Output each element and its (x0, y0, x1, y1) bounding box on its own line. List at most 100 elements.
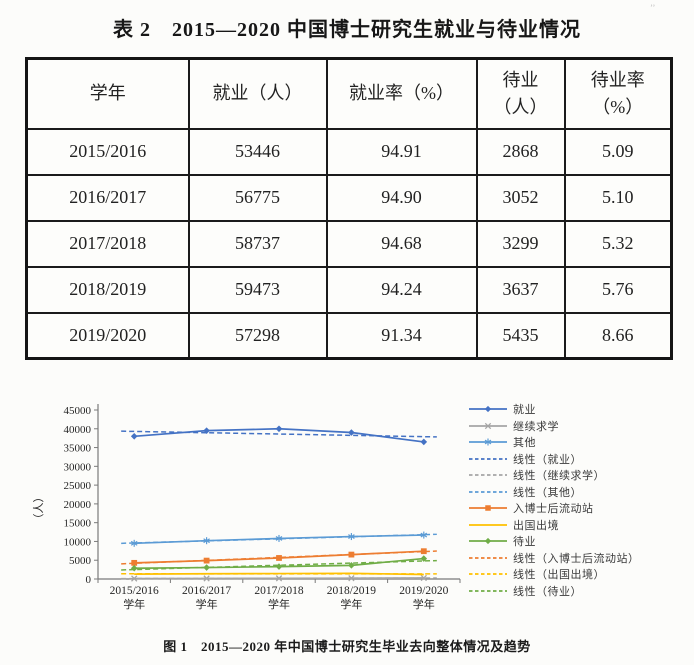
table-cell: 57298 (187, 311, 328, 360)
svg-text:2016/2017: 2016/2017 (182, 585, 231, 597)
legend-item: 线性（就业） (468, 451, 694, 468)
column-header: 就业率（%） (325, 57, 478, 130)
column-header: 待业 （人） (475, 57, 566, 130)
svg-text:20000: 20000 (64, 499, 92, 511)
legend-label: 其他 (513, 437, 536, 450)
legend-item: 线性（入博士后流动站） (468, 550, 694, 567)
legend-item: 线性（出国出境） (468, 566, 694, 583)
legend-swatch (469, 538, 507, 545)
table-cell: 2868 (475, 127, 566, 176)
legend-item: 线性（待业） (468, 583, 694, 600)
table-cell: 94.24 (325, 265, 478, 314)
table-title: 表 2 2015—2020 中国博士研究生就业与待业情况 (113, 19, 581, 41)
legend-swatch (469, 589, 507, 592)
legend-label: 入博士后流动站 (513, 503, 594, 516)
table-cell: 5435 (475, 311, 566, 360)
table-cell: 53446 (187, 127, 328, 176)
svg-text:30000: 30000 (64, 461, 92, 473)
table-row: 2017/2018 58737 94.68 3299 5.32 (25, 219, 673, 268)
svg-text:45000: 45000 (64, 405, 92, 417)
column-header: 学年 (25, 57, 190, 130)
svg-text:（人）: （人） (32, 492, 45, 525)
table-header-row: 学年 就业（人） 就业率（%） 待业 （人） 待业率 （%） (25, 57, 673, 130)
line-chart: 0 5000 10000 15000 20000 25000 30000 35000 40000… (32, 404, 461, 611)
legend-swatch (469, 457, 507, 460)
legend-swatch (469, 573, 507, 576)
legend-item: 待业 (468, 533, 694, 550)
legend-item: 线性（其他） (468, 484, 694, 501)
svg-text:40000: 40000 (64, 424, 92, 436)
table-cell: 58737 (187, 219, 328, 268)
svg-text:2019/2020: 2019/2020 (399, 585, 448, 597)
table-cell: 2018/2019 (25, 265, 190, 314)
table-row: 2016/2017 56775 94.90 3052 5.10 (25, 173, 673, 222)
table-cell: 8.66 (563, 311, 673, 360)
table-row: 2015/2016 53446 94.91 2868 5.09 (25, 127, 673, 176)
table-cell: 94.90 (325, 173, 478, 222)
legend-label: 线性（入博士后流动站） (513, 552, 640, 565)
table-cell: 94.91 (325, 127, 478, 176)
legend-item: 其他 (468, 434, 694, 451)
svg-text:2017/2018: 2017/2018 (254, 585, 303, 597)
scan-artifact: ’’ (650, 3, 656, 13)
legend-swatch (469, 523, 507, 526)
legend-swatch (469, 556, 507, 559)
table-cell: 5.09 (563, 127, 673, 176)
table-cell: 5.76 (563, 265, 673, 314)
svg-text:学年: 学年 (268, 597, 290, 611)
svg-text:学年: 学年 (123, 597, 145, 611)
svg-text:35000: 35000 (64, 443, 92, 455)
table-body: 2015/2016 53446 94.91 2868 5.09 2016/2017 5677… (25, 127, 673, 360)
legend-label: 线性（出国出境） (513, 569, 605, 582)
svg-text:学年: 学年 (413, 597, 435, 611)
table-cell: 2017/2018 (25, 219, 190, 268)
legend-swatch (469, 474, 507, 477)
legend-item: 就业 (468, 401, 694, 418)
legend-label: 线性（继续求学） (513, 470, 605, 483)
legend-label: 继续求学 (513, 420, 559, 433)
table-cell: 3299 (475, 219, 566, 268)
legend-label: 线性（待业） (513, 585, 582, 598)
table-cell: 94.68 (325, 219, 478, 268)
legend-label: 待业 (513, 536, 536, 549)
legend-label: 线性（其他） (513, 486, 582, 499)
legend-swatch (469, 505, 507, 512)
figure-caption: 图 1 2015—2020 年中国博士研究生毕业去向整体情况及趋势 (163, 639, 531, 654)
svg-text:25000: 25000 (64, 480, 92, 492)
legend-swatch (469, 422, 507, 429)
svg-text:2015/2016: 2015/2016 (110, 585, 159, 597)
table-cell: 59473 (187, 265, 328, 314)
chart-legend: 就业继续求学其他线性（就业） 线性（继续求学） 线性（其他） 入博士后流动站 出国出境待… (468, 401, 694, 599)
table-cell: 5.10 (563, 173, 673, 222)
legend-item: 线性（继续求学） (468, 467, 694, 484)
column-header: 就业（人） (187, 57, 328, 130)
table-cell: 5.32 (563, 219, 673, 268)
svg-text:学年: 学年 (196, 597, 218, 611)
table-cell: 2019/2020 (25, 311, 190, 360)
table-cell: 3052 (475, 173, 566, 222)
table-cell: 2016/2017 (25, 173, 190, 222)
table-cell: 3637 (475, 265, 566, 314)
svg-text:10000: 10000 (64, 536, 92, 548)
table-cell: 91.34 (325, 311, 478, 360)
table-row: 2018/2019 59473 94.24 3637 5.76 (25, 265, 673, 314)
legend-item: 入博士后流动站 (468, 500, 694, 517)
employment-table: 学年 就业（人） 就业率（%） 待业 （人） 待业率 （%） 2015/2016 5344… (25, 57, 673, 360)
legend-item: 继续求学 (468, 418, 694, 435)
svg-text:15000: 15000 (64, 518, 92, 530)
legend-label: 出国出境 (513, 519, 559, 532)
svg-text:5000: 5000 (69, 555, 92, 567)
legend-label: 线性（就业） (513, 453, 582, 466)
table-cell: 56775 (187, 173, 328, 222)
svg-text:0: 0 (86, 574, 92, 586)
svg-text:学年: 学年 (340, 597, 362, 611)
legend-swatch (469, 406, 507, 413)
legend-label: 就业 (513, 404, 536, 417)
table-cell: 2015/2016 (25, 127, 190, 176)
legend-item: 出国出境 (468, 517, 694, 534)
svg-text:2018/2019: 2018/2019 (327, 585, 376, 597)
table-row: 2019/2020 57298 91.34 5435 8.66 (25, 311, 673, 360)
legend-swatch (469, 490, 507, 493)
column-header: 待业率 （%） (563, 57, 673, 130)
